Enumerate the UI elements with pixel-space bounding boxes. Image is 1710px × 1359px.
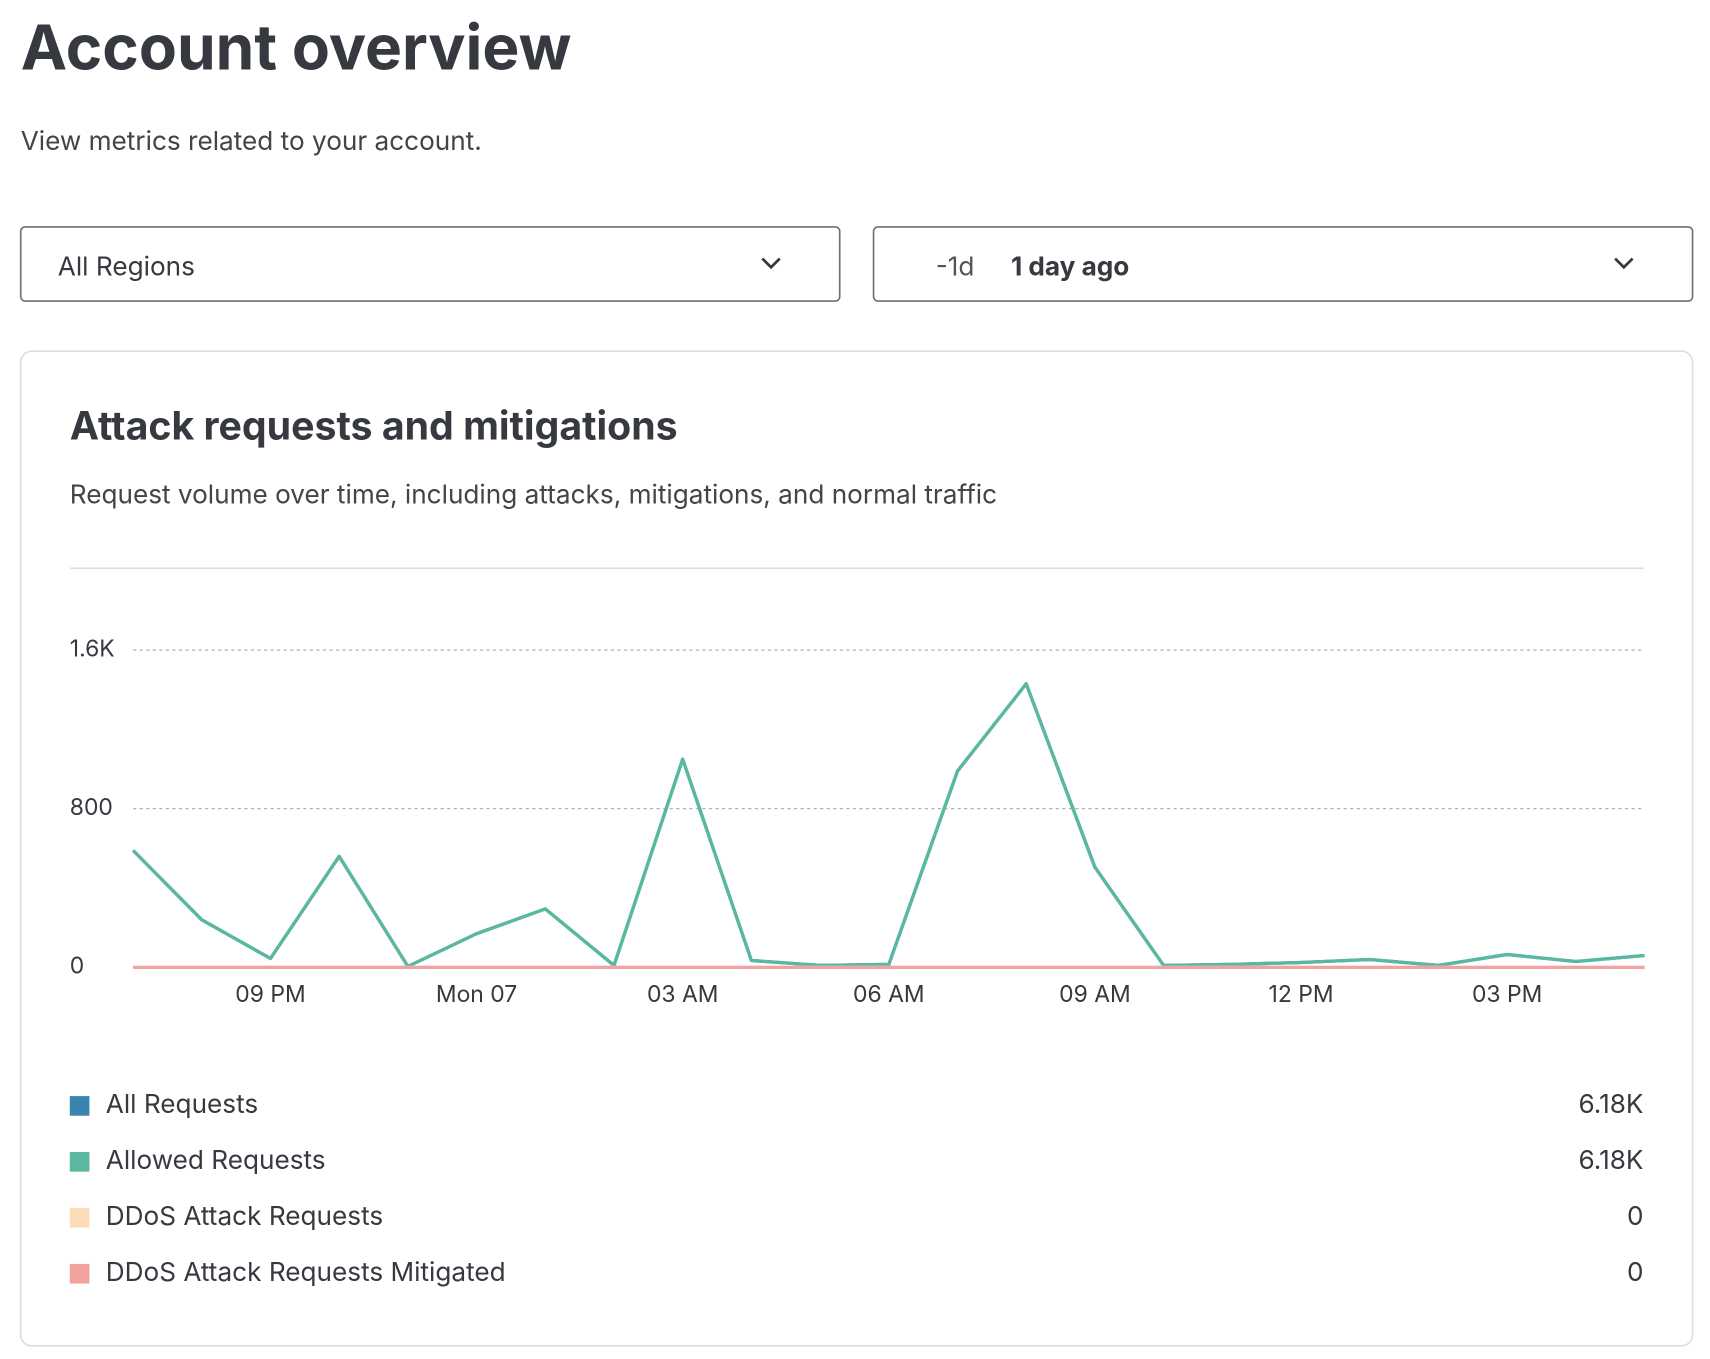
legend-total: 6.18K <box>1578 1089 1643 1120</box>
legend-swatch <box>69 1207 90 1228</box>
x-tick-label: 03 PM <box>1472 980 1542 1008</box>
series-line <box>131 682 1645 969</box>
legend-total: 6.18K <box>1578 1145 1643 1176</box>
x-tick-label: 09 AM <box>1059 980 1131 1008</box>
x-tick-label: 09 PM <box>235 980 305 1008</box>
x-tick-label: 12 PM <box>1269 980 1334 1008</box>
time-label: 1 day ago <box>1011 251 1129 282</box>
x-tick-label: 03 AM <box>647 980 719 1008</box>
dropdown-box[interactable] <box>872 226 1694 302</box>
x-tick-label: 06 AM <box>853 980 925 1008</box>
legend-label: All Requests <box>106 1089 258 1120</box>
chevron-icon <box>761 257 781 270</box>
dropdown-value: All Regions <box>58 251 195 282</box>
chart-subtitle: Request volume over time, including atta… <box>70 479 997 510</box>
time-dropdown[interactable]: -1d 1 day ago <box>872 226 1694 302</box>
page-subtitle: View metrics related to your account. <box>21 126 482 157</box>
y-tick-label: 1.6K <box>70 634 115 662</box>
legend-label: DDoS Attack Requests <box>106 1201 383 1232</box>
chart-title: Attack requests and mitigations <box>70 402 678 449</box>
region-dropdown[interactable]: All Regions <box>19 226 841 302</box>
chart-card <box>19 350 1694 1347</box>
legend-swatch <box>69 1152 90 1172</box>
y-tick-label: 0 <box>70 952 84 980</box>
x-tick-label: Mon 07 <box>436 980 517 1008</box>
dropdown-box[interactable] <box>19 226 841 302</box>
legend-total: 0 <box>1627 1201 1644 1232</box>
time-short: -1d <box>936 251 975 282</box>
legend-swatch <box>69 1096 90 1116</box>
legend-label: Allowed Requests <box>106 1145 326 1176</box>
legend-label: DDoS Attack Requests Mitigated <box>106 1257 506 1288</box>
legend-total: 0 <box>1627 1257 1644 1288</box>
legend-swatch <box>69 1263 90 1284</box>
chevron-icon <box>1614 257 1634 270</box>
y-tick-label: 800 <box>70 793 113 821</box>
page-title: Account overview <box>21 9 572 84</box>
